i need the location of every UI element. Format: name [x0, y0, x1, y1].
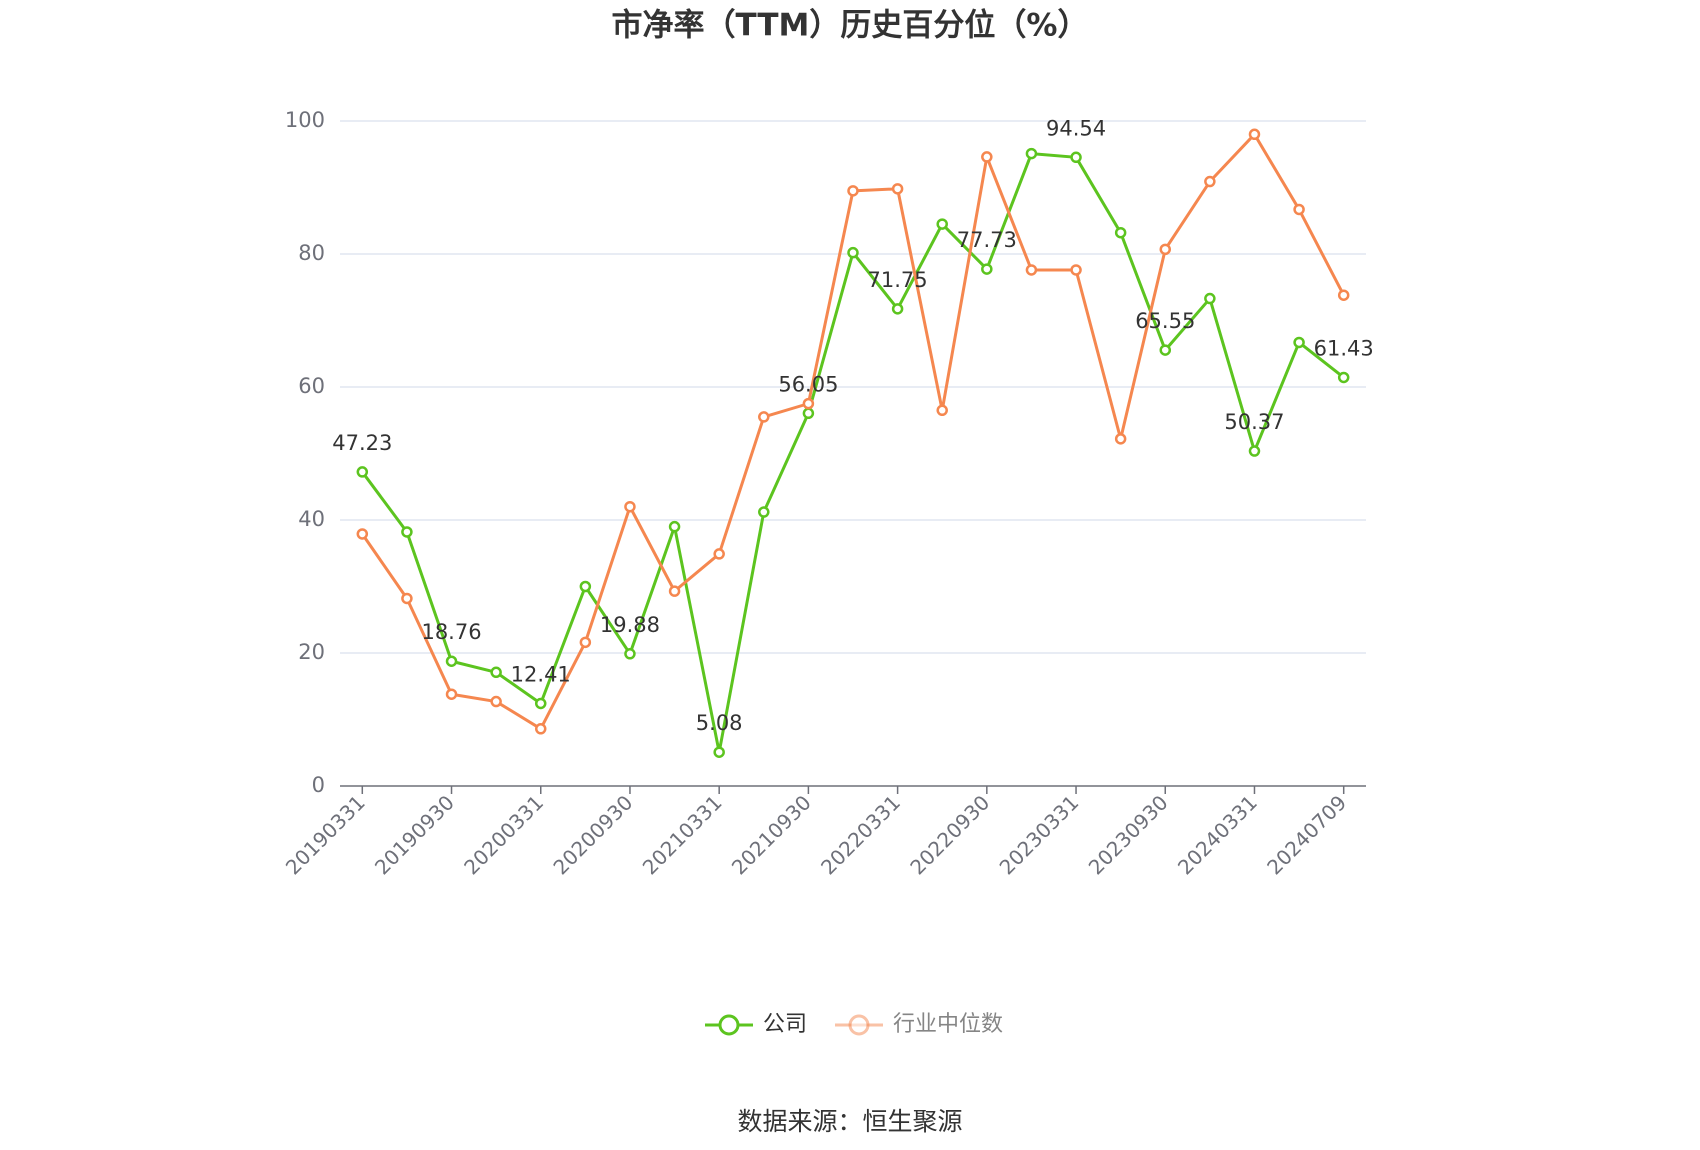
chart-title: 市净率（TTM）历史百分位（%） [612, 8, 1089, 44]
value-label: 18.76 [421, 620, 481, 644]
x-tick-label: 20240709 [1262, 790, 1351, 879]
point [668, 520, 681, 533]
point [891, 183, 904, 195]
point [579, 636, 592, 649]
point [1114, 226, 1127, 239]
y-tick-label: 60 [298, 374, 325, 398]
point [1070, 264, 1082, 276]
y-tick-label: 100 [285, 108, 325, 132]
value-label: 61.43 [1314, 336, 1374, 360]
point [891, 303, 904, 315]
point [1025, 264, 1038, 276]
value-label: 47.23 [332, 431, 392, 455]
y-tick-label: 0 [312, 773, 325, 797]
point [1159, 344, 1172, 356]
point [802, 407, 815, 420]
point [1248, 445, 1261, 457]
point [624, 648, 636, 660]
point [758, 506, 770, 518]
legend-label: 公司 [763, 1012, 807, 1037]
point [401, 592, 413, 605]
point [981, 263, 993, 275]
x-tick-label: 20190331 [281, 790, 370, 879]
point [1293, 203, 1305, 216]
point [668, 585, 681, 597]
legend-marker [848, 1014, 870, 1036]
x-tick-label: 20210930 [727, 790, 816, 879]
x-tick-label: 20200331 [459, 790, 548, 879]
value-label: 77.73 [957, 228, 1017, 252]
source: 数据来源：恒生聚源 [737, 1107, 962, 1136]
x-tick-label: 20220930 [905, 790, 994, 879]
point [356, 528, 369, 540]
point [981, 151, 993, 163]
point [713, 548, 725, 560]
point [936, 218, 948, 230]
point [490, 695, 502, 708]
x-tick-label: 20190930 [370, 790, 459, 879]
x-tick-label: 20230930 [1084, 790, 1173, 879]
y-tick-label: 40 [298, 507, 325, 531]
point [713, 746, 725, 758]
point [1337, 371, 1350, 384]
point [1025, 147, 1038, 160]
point [936, 404, 948, 417]
point [1070, 151, 1082, 164]
point [802, 397, 815, 410]
legend-label: 行业中位数 [893, 1012, 1003, 1037]
y-tick-label: 20 [298, 640, 325, 664]
point [445, 655, 458, 667]
point [1204, 292, 1216, 305]
value-label: 5.08 [696, 711, 743, 735]
y-tick-label: 80 [298, 241, 325, 265]
point [1248, 128, 1261, 141]
point [1337, 289, 1350, 301]
point [534, 697, 547, 710]
value-label: 71.75 [868, 268, 928, 292]
value-label: 50.37 [1224, 410, 1284, 434]
x-tick-label: 20220331 [816, 790, 905, 879]
point [758, 411, 770, 423]
x-tick-label: 20200930 [548, 790, 637, 879]
value-label: 19.88 [600, 613, 660, 637]
point [356, 466, 369, 478]
x-tick-label: 20240331 [1173, 790, 1262, 879]
point [445, 688, 458, 700]
point [1114, 433, 1127, 445]
point [401, 526, 413, 538]
series-line [361, 152, 1345, 754]
point [1293, 336, 1305, 349]
series-line [361, 132, 1346, 731]
value-label: 65.55 [1135, 309, 1195, 333]
point [847, 246, 859, 259]
legend-marker [718, 1014, 740, 1036]
x-tick-label: 20210331 [638, 790, 727, 879]
point [1159, 243, 1172, 256]
value-label: 94.54 [1046, 116, 1106, 140]
point [534, 723, 547, 735]
point [490, 666, 502, 679]
value-label: 12.41 [511, 662, 571, 686]
value-label: 56.05 [778, 372, 838, 396]
point [579, 580, 592, 593]
point [1204, 175, 1216, 188]
point [624, 500, 636, 513]
x-tick-label: 20230331 [995, 790, 1084, 879]
point [847, 185, 859, 197]
